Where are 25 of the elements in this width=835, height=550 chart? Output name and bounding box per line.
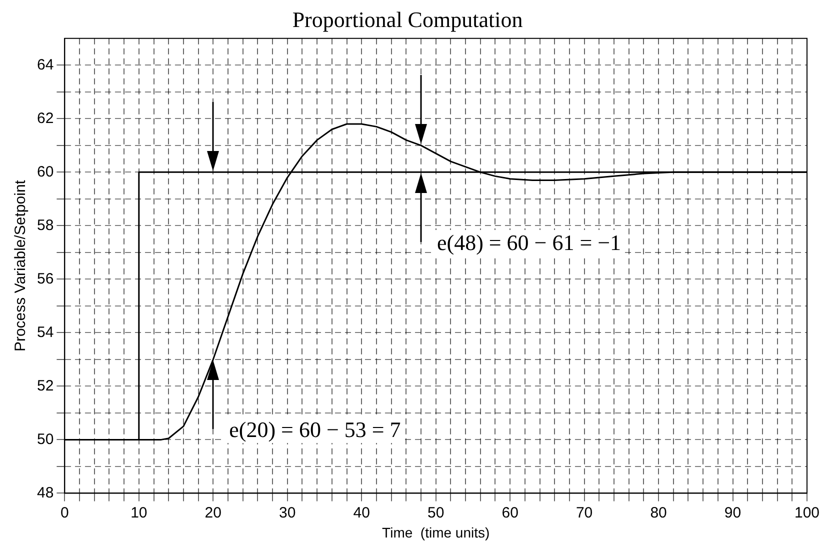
- x-tick-label: 90: [724, 504, 742, 522]
- y-axis-title: Process Variable/Setpoint: [12, 179, 30, 352]
- y-tick-label: 56: [36, 270, 54, 288]
- x-tick-label: 100: [794, 504, 820, 522]
- y-tick-label: 60: [36, 163, 54, 180]
- x-tick-label: 10: [130, 504, 148, 522]
- x-tick-label: 80: [650, 504, 667, 522]
- annotation: e(20) = 60 − 53 = 7: [225, 417, 405, 444]
- x-axis-title: Time (time units): [382, 524, 490, 540]
- y-tick-label: 52: [36, 377, 54, 394]
- x-tick-label: 60: [502, 504, 518, 522]
- y-tick-label: 48: [36, 484, 54, 502]
- y-tick-label: 50: [36, 430, 54, 448]
- x-tick-label: 50: [428, 504, 444, 522]
- x-tick-label: 40: [353, 504, 370, 522]
- x-tick-label: 20: [204, 504, 222, 522]
- x-tick-label: 70: [576, 504, 593, 522]
- annotation: e(48) = 60 − 61 = −1: [432, 230, 626, 256]
- y-tick-label: 64: [36, 56, 54, 74]
- y-tick-label: 62: [36, 110, 54, 127]
- x-tick-label: 30: [279, 504, 296, 522]
- x-tick-label: 0: [60, 504, 69, 522]
- y-tick-label: 54: [36, 324, 54, 341]
- chart-title: Proportional Computation: [292, 6, 523, 32]
- y-tick-label: 58: [36, 216, 54, 234]
